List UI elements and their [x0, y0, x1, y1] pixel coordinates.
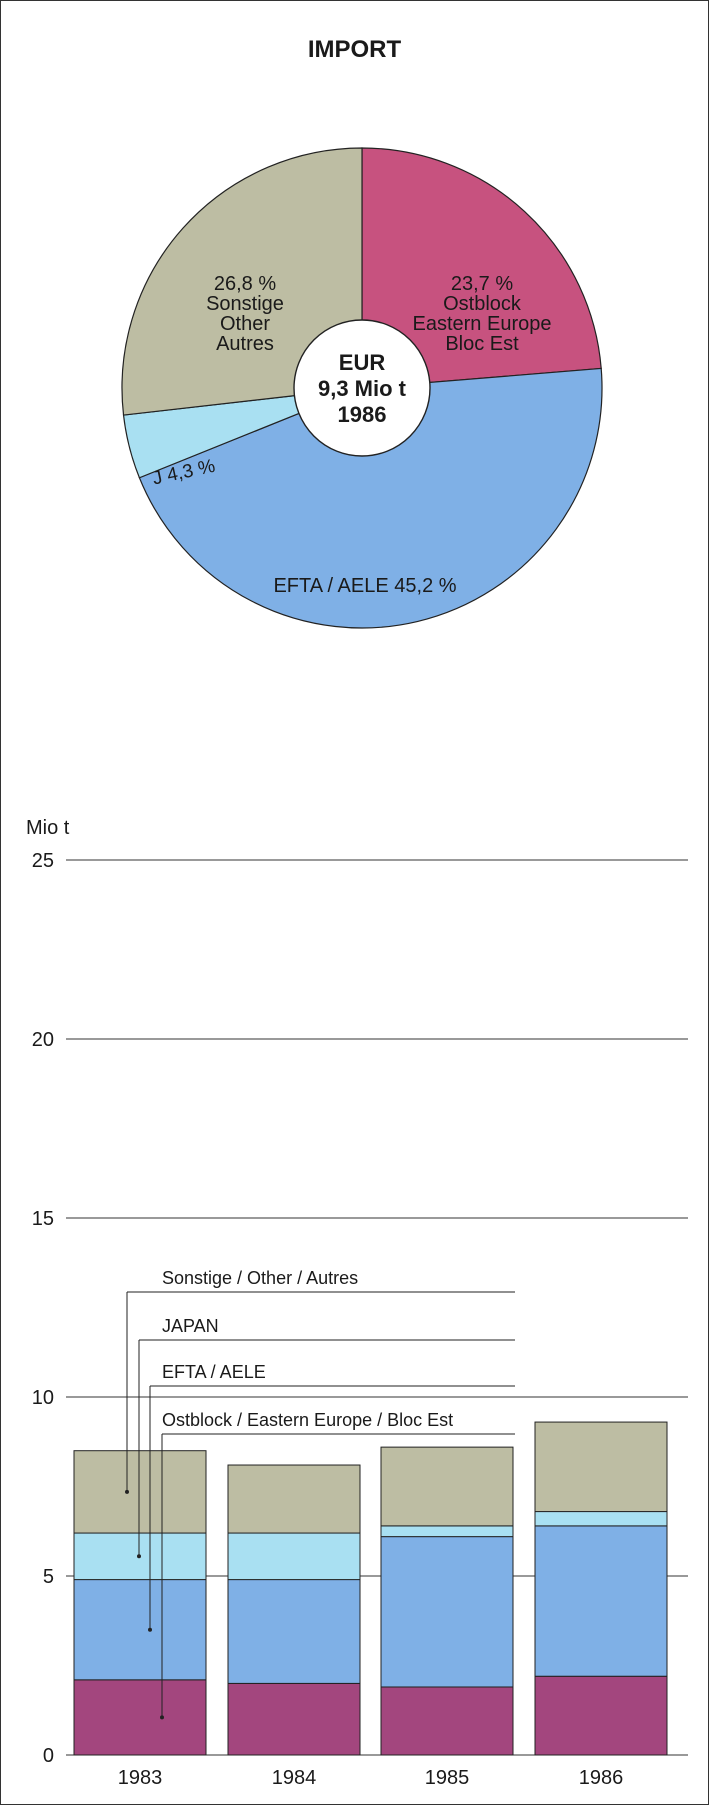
pie-label-line: Sonstige	[206, 293, 284, 315]
y-tick-label: 25	[32, 850, 54, 872]
legend-leader-dot	[125, 1489, 129, 1494]
bar-segment-sonstige	[73, 1450, 207, 1534]
bar-segment-efta	[227, 1579, 361, 1684]
legend-leader-dot	[148, 1627, 152, 1632]
bar-segment-ostblock	[227, 1682, 361, 1756]
y-tick-label: 0	[43, 1745, 54, 1767]
pie-label-line: Eastern Europe	[413, 313, 552, 335]
bar-segment-sonstige	[534, 1421, 668, 1513]
bar-segment-efta	[73, 1579, 207, 1681]
pie-center-label: 1986	[338, 402, 387, 427]
bar-segment-ostblock	[380, 1686, 514, 1756]
pie-label-line: EFTA / AELE 45,2 %	[273, 575, 456, 597]
x-tick-label: 1984	[272, 1767, 317, 1789]
bar-segment-ostblock	[534, 1675, 668, 1756]
legend-label-efta: EFTA / AELE	[162, 1362, 266, 1382]
legend-leader-dot	[137, 1554, 141, 1559]
bar-segment-efta	[380, 1536, 514, 1688]
pie-center-hole	[293, 319, 431, 457]
y-tick-label: 5	[43, 1566, 54, 1588]
x-tick-label: 1986	[579, 1767, 624, 1789]
y-tick-label: 20	[32, 1029, 54, 1051]
bar-segment-japan	[380, 1525, 514, 1538]
pie-label-line: Other	[220, 313, 270, 335]
legend-leader-dot	[160, 1715, 164, 1720]
pie-label-efta: EFTA / AELE 45,2 %	[273, 575, 456, 597]
legend-label-ostblock: Ostblock / Eastern Europe / Bloc Est	[162, 1410, 453, 1430]
bar-segment-ostblock	[73, 1679, 207, 1756]
pie-label-line: Autres	[216, 333, 274, 355]
bar-segment-japan	[227, 1532, 361, 1581]
pie-slice-ostblock	[361, 147, 602, 389]
chart-title: IMPORT	[307, 36, 402, 63]
pie-label-line: Bloc Est	[445, 333, 519, 355]
bar-segment-efta	[534, 1525, 668, 1677]
pie-center-label: EUR	[339, 350, 386, 375]
y-tick-label: 10	[32, 1387, 54, 1409]
pie-center-label: 9,3 Mio t	[318, 376, 407, 401]
bar-segment-sonstige	[227, 1464, 361, 1534]
y-axis-label: Mio t	[26, 817, 70, 839]
legend-label-japan: JAPAN	[162, 1316, 219, 1336]
pie-label-line: Ostblock	[443, 293, 522, 315]
pie-slice-efta	[138, 367, 603, 629]
x-tick-label: 1983	[118, 1767, 163, 1789]
y-tick-label: 15	[32, 1208, 54, 1230]
pie-label-line: 23,7 %	[451, 273, 513, 295]
legend-label-sonstige: Sonstige / Other / Autres	[162, 1268, 358, 1288]
pie-label-line: 26,8 %	[214, 273, 276, 295]
bar-segment-sonstige	[380, 1446, 514, 1527]
x-tick-label: 1985	[425, 1767, 470, 1789]
pie-slice-sonstige	[121, 147, 363, 416]
bar-segment-japan	[534, 1511, 668, 1527]
